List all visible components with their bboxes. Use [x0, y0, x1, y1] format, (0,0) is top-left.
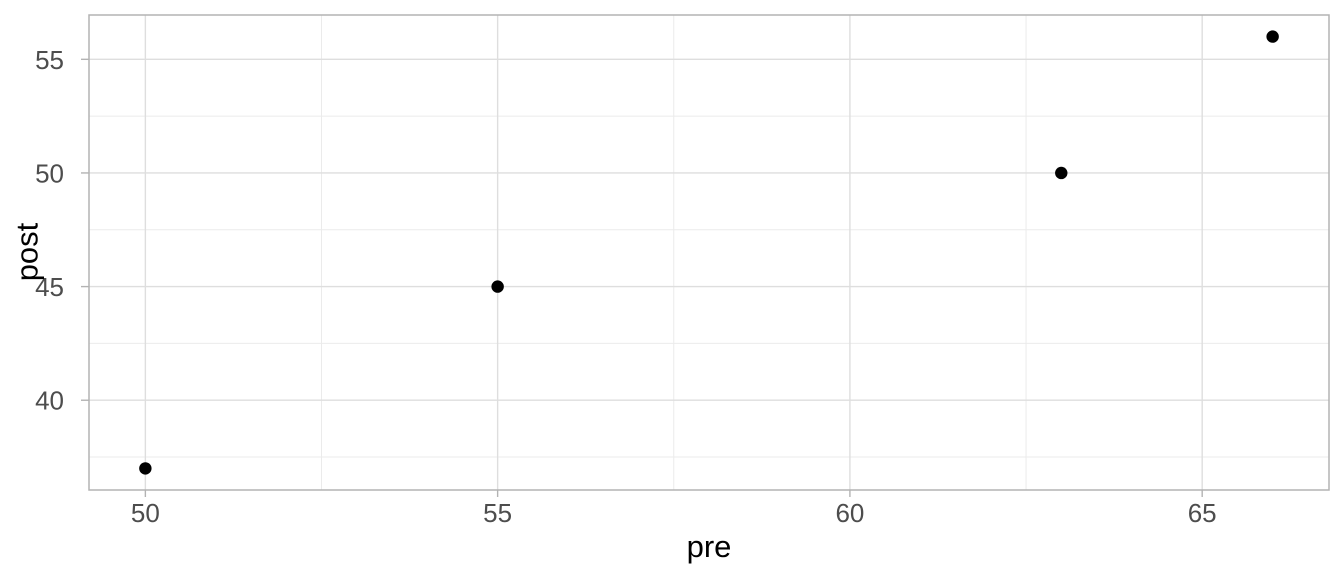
x-tick-label: 60 — [835, 498, 864, 528]
y-tick-label: 45 — [35, 272, 64, 302]
x-tick-label: 50 — [131, 498, 160, 528]
y-tick-label: 50 — [35, 158, 64, 188]
x-tick-label: 55 — [483, 498, 512, 528]
data-point — [1266, 30, 1279, 43]
y-tick-label: 40 — [35, 386, 64, 416]
data-point — [1055, 166, 1068, 180]
x-axis-title: pre — [686, 529, 732, 564]
panel-background — [89, 15, 1329, 490]
y-axis-title: post — [9, 222, 45, 282]
x-tick-label: 65 — [1188, 498, 1217, 528]
y-tick-label: 55 — [35, 45, 64, 75]
data-point — [491, 280, 504, 293]
panel-border — [88, 14, 1330, 491]
data-point — [139, 462, 152, 475]
